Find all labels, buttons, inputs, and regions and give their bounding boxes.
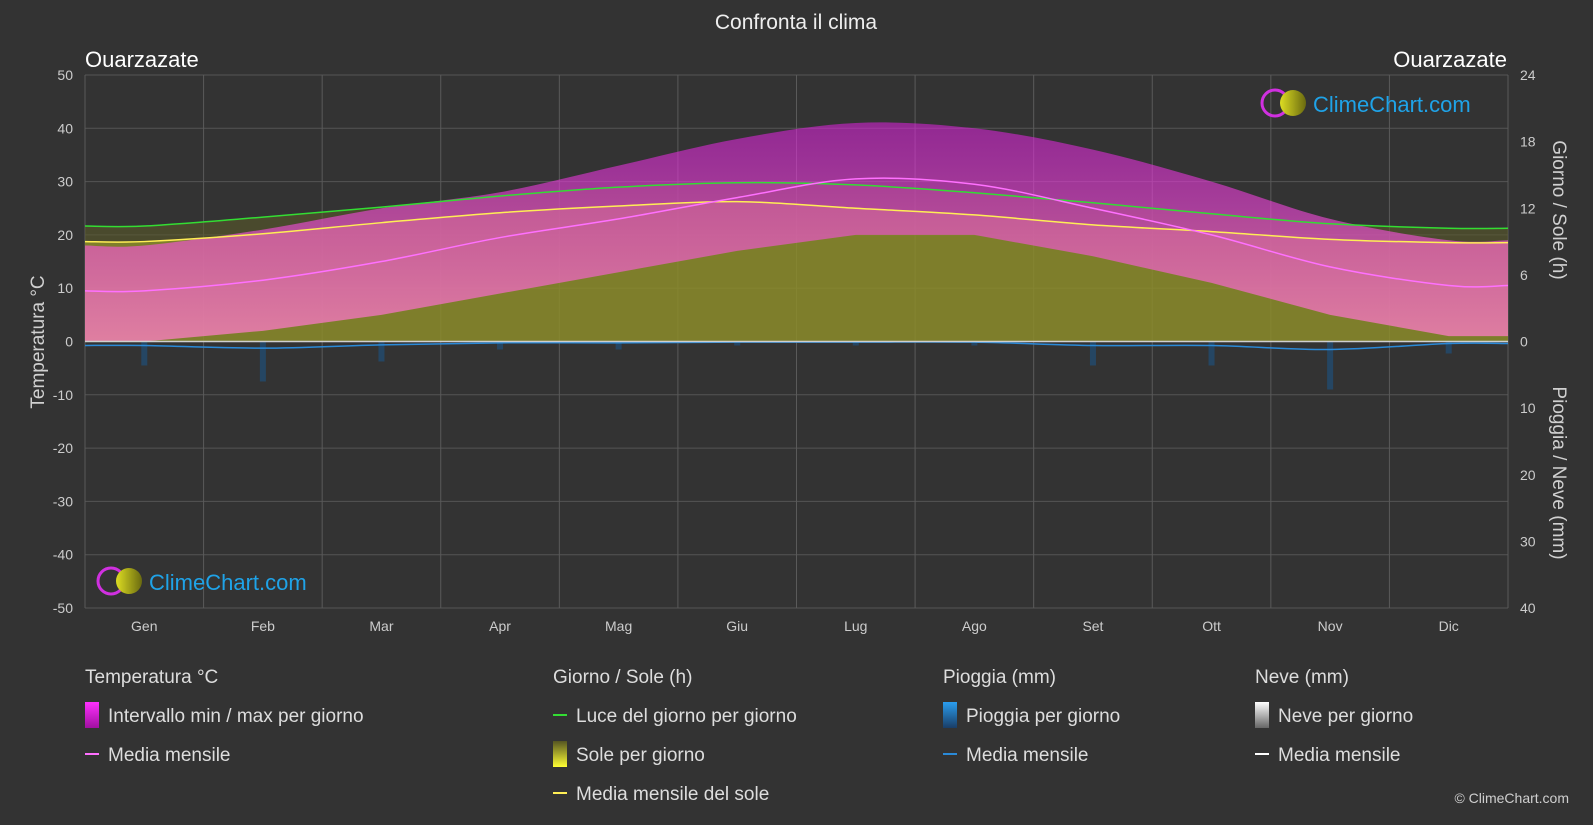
legend-sun-head: Giorno / Sole (h) — [553, 667, 692, 688]
x-tick-month: Mar — [369, 618, 393, 634]
x-tick-month: Apr — [489, 618, 511, 634]
rain-bar — [378, 341, 385, 362]
x-tick-month: Set — [1082, 618, 1103, 634]
chart-title: Confronta il clima — [715, 11, 878, 34]
x-tick-month: Feb — [251, 618, 275, 634]
y-tick-left: 20 — [57, 227, 73, 243]
rain-swatch — [943, 702, 957, 728]
snow-swatch — [1255, 702, 1269, 728]
legend-snow-head: Neve (mm) — [1255, 667, 1349, 688]
legend-temp-item2: Media mensile — [108, 745, 231, 766]
y-tick-left: 40 — [57, 120, 73, 136]
temp-range-swatch — [85, 702, 99, 728]
rain-bar — [615, 341, 622, 350]
y-tick-right-hours: 6 — [1520, 267, 1528, 283]
y-tick-left: -50 — [53, 600, 73, 616]
axis-ticks: 50 40 30 20 10 0 -10 -20 -30 -40 -50 24 18 12 6 0 10 20 30… — [53, 67, 1536, 634]
y-axis-right-bottom-label: Pioggia / Neve (mm) — [1548, 386, 1569, 559]
legend-sun-item3: Media mensile del sole — [576, 784, 769, 805]
y-tick-right-precip: 30 — [1520, 533, 1536, 549]
x-tick-month: Ott — [1202, 618, 1221, 634]
x-tick-month: Gen — [131, 618, 157, 634]
y-tick-left: -30 — [53, 493, 73, 509]
legend-rain-head: Pioggia (mm) — [943, 667, 1056, 688]
y-tick-right-hours: 12 — [1520, 200, 1536, 216]
copyright[interactable]: © ClimeChart.com — [1454, 790, 1569, 806]
rain-bar — [1445, 341, 1452, 354]
x-tick-month: Mag — [605, 618, 632, 634]
temp-mean-line — [84, 177, 1509, 293]
logo-text-top: ClimeChart.com — [1313, 92, 1471, 117]
rain-bar — [497, 341, 504, 350]
city-right: Ouarzazate — [1393, 47, 1507, 72]
y-tick-left: 10 — [57, 280, 73, 296]
y-axis-right-top-label: Giorno / Sole (h) — [1548, 140, 1569, 279]
legend-snow-item1: Neve per giorno — [1278, 706, 1413, 727]
logo-text-bottom: ClimeChart.com — [149, 570, 307, 595]
legend-snow-item2: Media mensile — [1278, 745, 1401, 766]
legend-temp-head: Temperatura °C — [85, 667, 218, 688]
rain-bar — [971, 341, 978, 346]
sun-mean-line — [84, 200, 1509, 244]
y-tick-right-precip: 10 — [1520, 400, 1536, 416]
logo-sun-icon — [1280, 90, 1306, 116]
x-tick-month: Ago — [962, 618, 987, 634]
y-tick-left: 50 — [57, 67, 73, 83]
logo-sun-icon — [116, 568, 142, 594]
climechart-logo-bottom[interactable]: ClimeChart.com — [96, 566, 307, 596]
y-axis-left-label: Temperatura °C — [28, 275, 49, 408]
y-tick-right-hours: 24 — [1520, 67, 1536, 83]
x-tick-month: Lug — [844, 618, 867, 634]
legend-rain: Pioggia (mm) Pioggia per giorno Media me… — [943, 667, 1120, 766]
x-tick-month: Giu — [726, 618, 748, 634]
legend-rain-item1: Pioggia per giorno — [966, 706, 1120, 727]
y-tick-left: 0 — [65, 334, 73, 350]
sun-swatch — [553, 741, 567, 767]
data-lines — [84, 177, 1509, 351]
rain-bar — [259, 341, 266, 382]
rain-bar — [141, 341, 148, 366]
rain-bar — [852, 341, 859, 346]
legend-snow: Neve (mm) Neve per giorno Media mensile — [1255, 667, 1413, 766]
legend-sun-item1: Luce del giorno per giorno — [576, 706, 797, 727]
x-tick-month: Dic — [1439, 618, 1459, 634]
legend-sun: Giorno / Sole (h) Luce del giorno per gi… — [553, 667, 797, 805]
y-tick-right-precip: 20 — [1520, 467, 1536, 483]
legend-temp-item1: Intervallo min / max per giorno — [108, 706, 364, 727]
legend-rain-item2: Media mensile — [966, 745, 1089, 766]
y-tick-left: -20 — [53, 440, 73, 456]
y-tick-left: -40 — [53, 547, 73, 563]
legend-temperature: Temperatura °C Intervallo min / max per … — [85, 667, 364, 766]
rain-bar — [1327, 341, 1334, 390]
y-tick-left: -10 — [53, 387, 73, 403]
y-tick-right-precip: 40 — [1520, 600, 1536, 616]
temp-range-area — [85, 122, 1508, 342]
climechart-logo-top[interactable]: ClimeChart.com — [1260, 88, 1471, 118]
daylight-line — [84, 181, 1509, 230]
rain-bar — [1089, 341, 1096, 366]
y-tick-right-hours: 0 — [1520, 334, 1528, 350]
y-tick-left: 30 — [57, 174, 73, 190]
rain-bar — [734, 341, 741, 346]
y-tick-right-hours: 18 — [1520, 134, 1536, 150]
legend-sun-item2: Sole per giorno — [576, 745, 705, 766]
rain-bar — [1208, 341, 1215, 366]
city-left: Ouarzazate — [85, 47, 199, 72]
x-tick-month: Nov — [1318, 618, 1343, 634]
